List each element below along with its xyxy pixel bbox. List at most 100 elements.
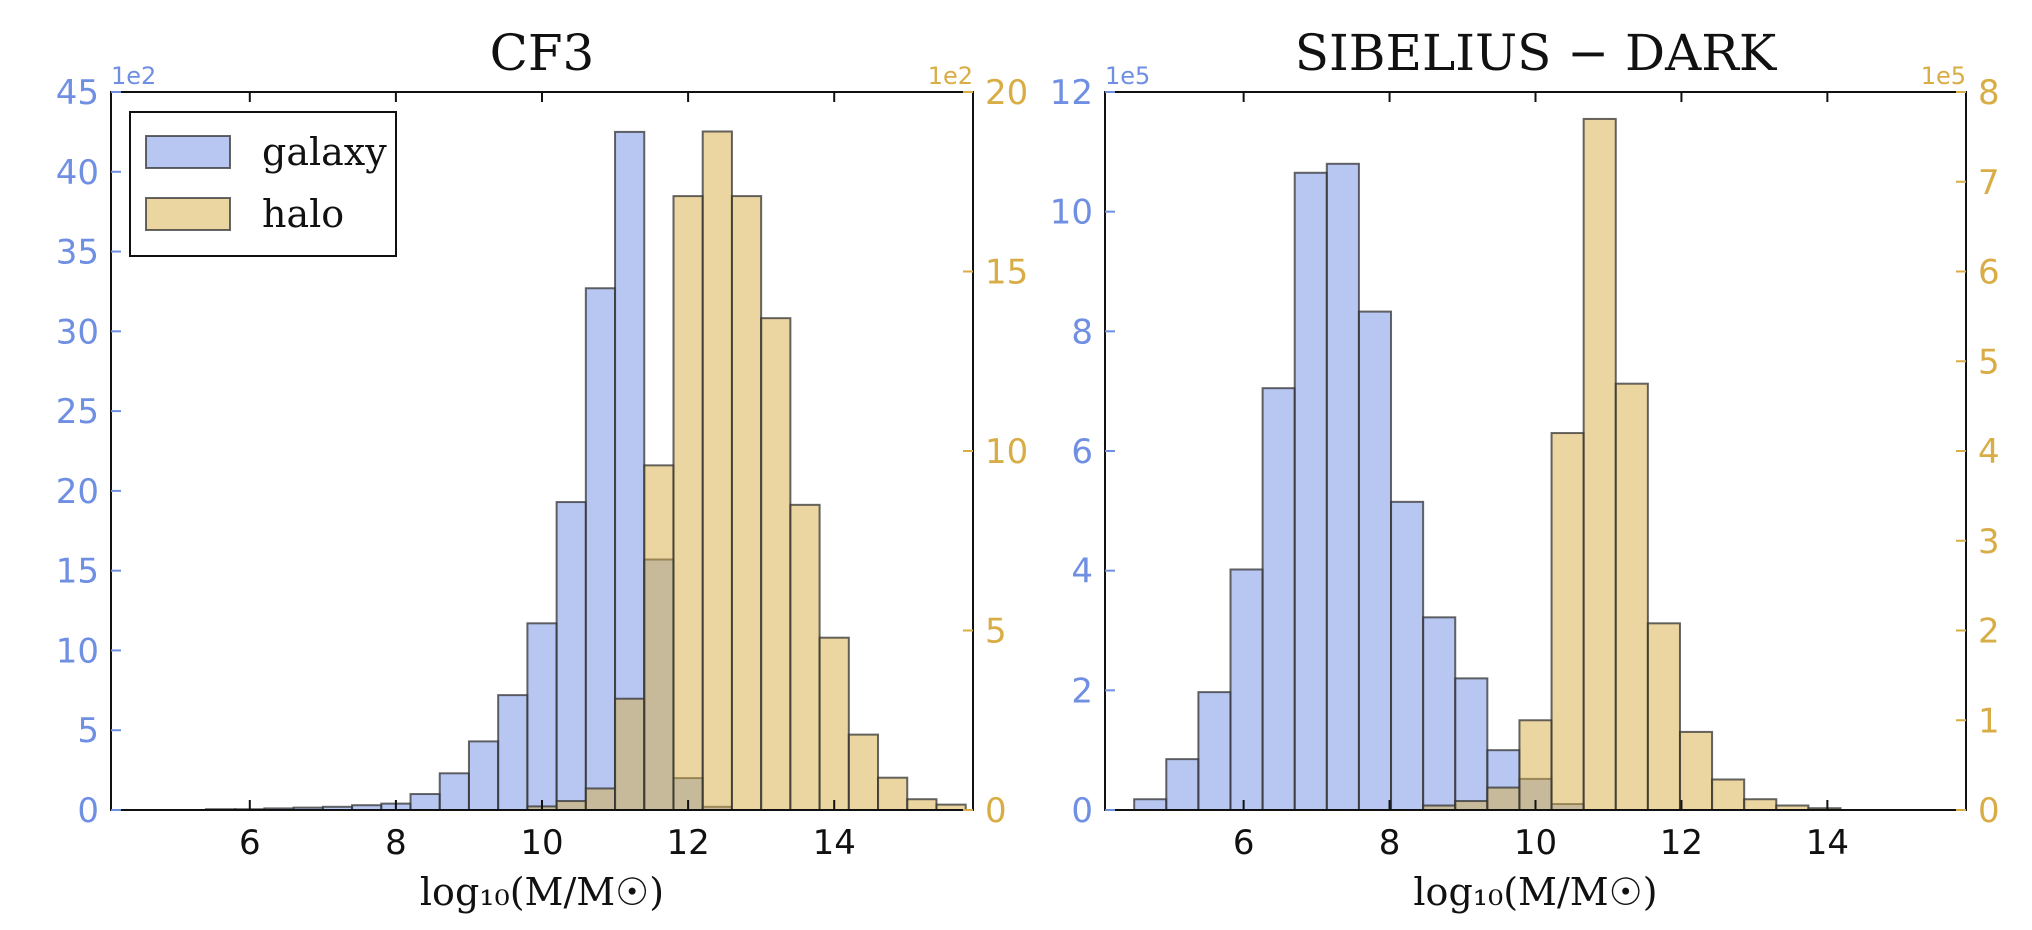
y-left-tick-label: 12 <box>1050 73 1093 113</box>
galaxy-bar <box>526 622 558 811</box>
y-right-tick-label: 20 <box>985 73 1028 113</box>
chart-title: SIBELIUS − DARK <box>1295 24 1778 82</box>
galaxy-bar <box>1229 568 1264 811</box>
x-axis: 6 8 10 12 14 <box>239 92 856 863</box>
halo-bar <box>847 733 880 811</box>
halo-bar <box>1518 719 1553 811</box>
y-right-tick-label: 3 <box>1978 522 2000 562</box>
halo-bar <box>672 195 704 812</box>
legend: galaxy halo <box>129 111 397 257</box>
legend-swatch-galaxy <box>145 135 231 169</box>
x-tick-label: 10 <box>520 823 563 863</box>
galaxy-bar <box>1390 500 1425 811</box>
halo-bar <box>643 464 675 811</box>
y-right-tick-label: 5 <box>1978 342 2000 382</box>
halo-bar <box>730 195 763 812</box>
x-axis-label: log₁₀(M/M☉) <box>420 870 664 914</box>
y-left-tick-label: 5 <box>77 711 99 751</box>
legend-label-galaxy: galaxy <box>262 130 387 174</box>
y-left-tick-label: 45 <box>56 73 99 113</box>
y-left-tick-label: 30 <box>56 312 99 352</box>
halo-bar <box>760 317 792 811</box>
y-left-tick-label: 2 <box>1071 671 1093 711</box>
y-right-tick-label: 1 <box>1978 701 2000 741</box>
halo-bar <box>555 800 587 812</box>
chart-title: CF3 <box>490 24 595 82</box>
y-right-tick-label: 6 <box>1978 253 2000 293</box>
halo-bar <box>1614 382 1649 811</box>
galaxy-bar <box>1133 798 1168 811</box>
legend-swatch-halo <box>145 197 231 231</box>
galaxy-bar <box>409 793 441 811</box>
galaxy-bar <box>1165 758 1200 811</box>
y-right-tick-label: 0 <box>1978 791 2000 831</box>
y-left-scale-label: 1e2 <box>111 62 156 90</box>
galaxy-bar <box>555 501 587 811</box>
y-left-tick-label: 10 <box>56 631 99 671</box>
galaxy-bar <box>1261 387 1296 811</box>
galaxy-bar <box>1325 162 1360 812</box>
y-axis-left: 0 2 4 6 8 10 12 1e5 <box>1050 62 1151 831</box>
y-right-tick-label: 4 <box>1978 432 2000 472</box>
halo-bar <box>1743 798 1778 811</box>
y-left-tick-label: 6 <box>1071 432 1093 472</box>
halo-bar <box>1486 786 1521 811</box>
y-right-tick-label: 0 <box>985 791 1007 831</box>
halo-bar <box>701 130 733 812</box>
x-axis: 6 8 10 12 14 <box>1233 92 1849 863</box>
galaxy-bar <box>1422 616 1457 811</box>
galaxy-bar <box>584 287 617 811</box>
y-left-tick-label: 25 <box>56 392 99 432</box>
halo-bar <box>1711 778 1746 811</box>
y-right-tick-label: 2 <box>1978 612 2000 652</box>
y-axis-right: 0 1 2 3 4 5 6 7 8 1e5 <box>1921 62 2000 831</box>
series-galaxy <box>1133 162 1585 812</box>
x-tick-label: 6 <box>239 823 261 863</box>
x-tick-label: 12 <box>1660 823 1703 863</box>
halo-bar <box>1678 730 1714 811</box>
y-left-tick-label: 35 <box>56 233 99 273</box>
galaxy-bar <box>438 772 470 812</box>
panel-cf3: 6 8 10 12 14 0 5 10 15 20 25 30 35 40 45 1e2 0 5 10 15 20 1e2… <box>56 24 1029 914</box>
x-tick-label: 6 <box>1233 823 1255 863</box>
y-left-tick-label: 10 <box>1050 193 1093 233</box>
galaxy-bar <box>1454 677 1489 811</box>
halo-bar <box>877 776 909 812</box>
y-right-tick-label: 15 <box>985 253 1028 293</box>
x-tick-label: 8 <box>385 823 407 863</box>
y-right-tick-label: 10 <box>985 432 1028 472</box>
x-tick-label: 12 <box>666 823 709 863</box>
x-tick-label: 14 <box>813 823 856 863</box>
y-axis-left: 0 5 10 15 20 25 30 35 40 45 1e2 <box>56 62 157 831</box>
y-left-tick-label: 20 <box>56 472 99 512</box>
y-axis-right: 0 5 10 15 20 1e2 <box>928 62 1029 831</box>
x-axis-label: log₁₀(M/M☉) <box>1413 870 1657 914</box>
halo-bar <box>1582 117 1617 812</box>
y-left-tick-label: 15 <box>56 552 99 592</box>
y-right-scale-label: 1e5 <box>1921 62 1966 90</box>
bars <box>1133 117 1842 812</box>
galaxy-bar <box>467 740 500 811</box>
galaxy-bar <box>1357 310 1393 811</box>
x-tick-label: 10 <box>1514 823 1557 863</box>
galaxy-bar <box>1197 691 1232 812</box>
y-right-tick-label: 7 <box>1978 163 2000 203</box>
halo-bar <box>1550 432 1585 811</box>
halo-bar <box>1646 622 1681 811</box>
halo-bar <box>906 798 938 811</box>
legend-label-halo: halo <box>262 192 344 236</box>
halo-bar <box>584 787 617 812</box>
halo-bar <box>614 697 646 812</box>
galaxy-bar <box>497 694 529 811</box>
halo-bar <box>1454 800 1489 812</box>
y-left-tick-label: 40 <box>56 153 99 193</box>
y-left-tick-label: 8 <box>1071 312 1093 352</box>
y-right-scale-label: 1e2 <box>928 62 973 90</box>
y-left-scale-label: 1e5 <box>1105 62 1150 90</box>
x-tick-label: 8 <box>1379 823 1401 863</box>
halo-bar <box>818 636 850 811</box>
y-left-tick-label: 0 <box>77 791 99 831</box>
y-left-tick-label: 4 <box>1071 552 1093 592</box>
